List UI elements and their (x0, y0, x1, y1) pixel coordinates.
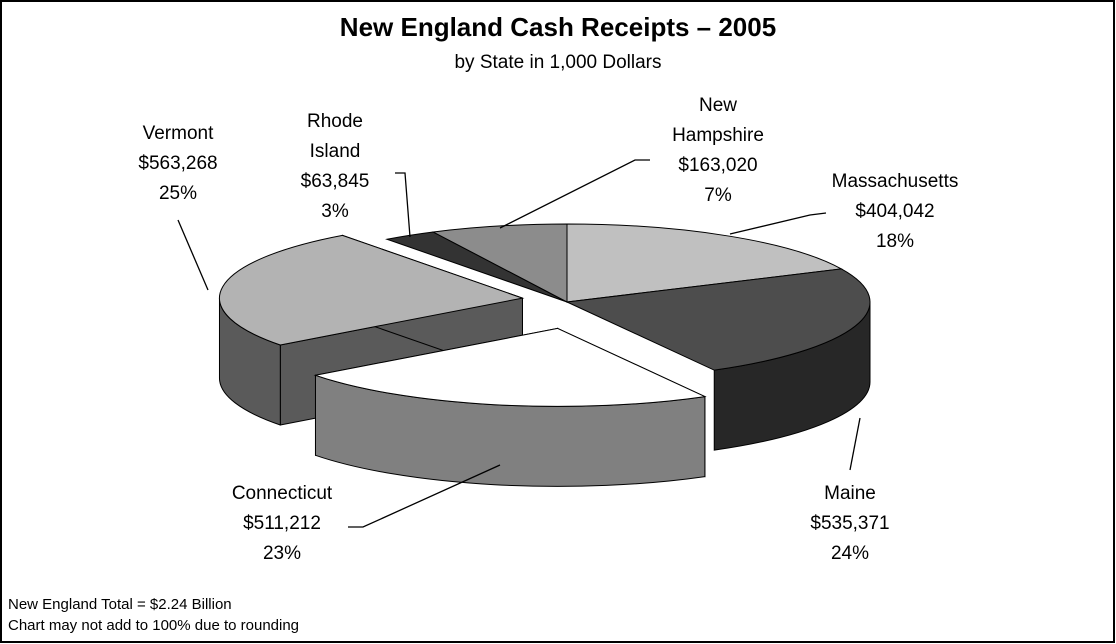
data-label: New Hampshire $163,020 7% (658, 91, 778, 211)
data-label: Maine $535,371 24% (790, 479, 910, 569)
value-label: $563,268 (138, 153, 218, 174)
leader-line (499, 159, 650, 229)
value-label: $511,212 (243, 513, 321, 534)
slice (313, 327, 707, 407)
percent-label: 23% (262, 543, 302, 564)
data-label: Rhode Island $63,845 3% (290, 107, 380, 227)
percent-label: 18% (875, 231, 915, 252)
category-label: New Hampshire (672, 95, 764, 146)
percent-label: 25% (158, 183, 198, 204)
value-label: $63,845 (300, 171, 370, 192)
chart-subtitle: by State in 1,000 Dollars (454, 52, 662, 73)
slice (566, 223, 844, 303)
data-label: Connecticut $511,212 23% (207, 479, 357, 569)
slice (431, 223, 568, 303)
category-label: Connecticut (231, 483, 333, 504)
category-label: Vermont (142, 123, 214, 144)
note: Chart may not add to 100% due to roundin… (8, 617, 300, 634)
percent-label: 3% (321, 201, 349, 222)
percent-label: 7% (704, 185, 732, 206)
value-label: $535,371 (810, 513, 890, 534)
note: New England Total = $2.24 Billion (8, 596, 232, 613)
slice (219, 234, 525, 346)
slice (565, 268, 871, 371)
leader-line (849, 417, 861, 471)
leader-line (729, 212, 827, 235)
category-label: Rhode Island (307, 111, 363, 162)
value-label: $404,042 (855, 201, 935, 222)
category-label: Massachusetts (831, 171, 959, 192)
percent-label: 24% (830, 543, 870, 564)
data-label: Vermont $563,268 25% (118, 119, 238, 209)
category-label: Maine (824, 483, 876, 504)
chart-title: New England Cash Receipts – 2005 (339, 12, 777, 42)
leader-line (177, 219, 209, 291)
value-label: $163,020 (678, 155, 758, 176)
leader-line (395, 172, 411, 238)
leader-line (348, 464, 501, 528)
data-label: Massachusetts $404,042 18% (810, 167, 980, 257)
